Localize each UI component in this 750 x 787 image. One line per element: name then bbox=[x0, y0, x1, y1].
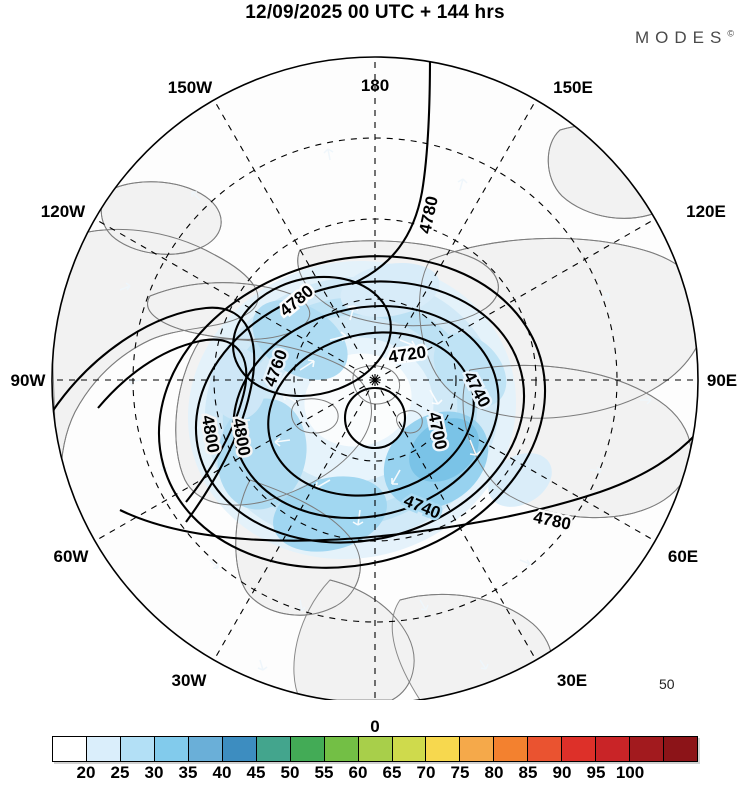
colorbar-cell bbox=[290, 737, 325, 761]
colorbar-cell bbox=[154, 737, 189, 761]
lon-label-180: 180 bbox=[360, 76, 390, 95]
colorbar-tick-label: 50 bbox=[280, 763, 300, 782]
lon-label-150e: 150E bbox=[553, 78, 593, 97]
colorbar-tick-label: 40 bbox=[212, 763, 232, 782]
colorbar-cell bbox=[222, 737, 257, 761]
colorbar-tick-label: 55 bbox=[314, 763, 334, 782]
height-contours bbox=[52, 57, 698, 569]
colorbar-tick-label: 75 bbox=[450, 763, 470, 782]
lon-label-90w: 90W bbox=[10, 371, 46, 390]
colorbar: 20 25 30 35 40 45 50 55 60 65 70 75 80 85 90 95 100 bbox=[52, 736, 698, 782]
polar-map-svg: 4780 4780 4760 4720 4740 4700 4800 4800 … bbox=[51, 56, 699, 700]
colorbar-tick-label: 80 bbox=[484, 763, 504, 782]
colorbar-tick-label: 20 bbox=[76, 763, 96, 782]
map-content: 4780 4780 4760 4720 4740 4700 4800 4800 … bbox=[52, 57, 698, 700]
lon-label-60w: 60W bbox=[53, 547, 89, 566]
globe-outline bbox=[51, 56, 699, 700]
colorbar-cell bbox=[324, 737, 359, 761]
coastlines bbox=[59, 124, 698, 700]
lon-label-90e: 90E bbox=[706, 371, 738, 390]
colorbar-cells bbox=[52, 736, 698, 762]
colorbar-cell bbox=[120, 737, 155, 761]
colorbar-cell bbox=[256, 737, 291, 761]
colorbar-cell bbox=[664, 737, 698, 761]
colorbar-tick-label: 35 bbox=[178, 763, 198, 782]
colorbar-tick-label: 90 bbox=[552, 763, 572, 782]
modes-logo: MODES© bbox=[635, 28, 734, 48]
wind-scale-label: 50 bbox=[659, 676, 675, 692]
colorbar-cell bbox=[53, 737, 87, 761]
modes-logo-text: MODES bbox=[635, 28, 728, 47]
colorbar-cell bbox=[528, 737, 563, 761]
lon-label-120e: 120E bbox=[686, 202, 726, 221]
colorbar-cell bbox=[630, 737, 665, 761]
colorbar-cell bbox=[188, 737, 223, 761]
colorbar-tick-label: 85 bbox=[518, 763, 538, 782]
colorbar-cell bbox=[494, 737, 529, 761]
page-title: 12/09/2025 00 UTC + 144 hrs bbox=[245, 2, 505, 23]
colorbar-cell bbox=[562, 737, 597, 761]
lon-label-60e: 60E bbox=[667, 547, 699, 566]
colorbar-cell bbox=[358, 737, 393, 761]
colorbar-tick-label: 60 bbox=[348, 763, 368, 782]
colorbar-ticks: 20 25 30 35 40 45 50 55 60 65 70 75 80 85 90 95 100 bbox=[52, 763, 698, 787]
colorbar-cell bbox=[426, 737, 461, 761]
colorbar-cell bbox=[86, 737, 121, 761]
colorbar-tick-label: 100 bbox=[615, 763, 645, 782]
lon-label-0: 0 bbox=[370, 717, 380, 736]
colorbar-tick-label: 25 bbox=[110, 763, 130, 782]
map-canvas: 4780 4780 4760 4720 4740 4700 4800 4800 … bbox=[0, 40, 750, 736]
lon-label-30w: 30W bbox=[171, 671, 207, 690]
colorbar-cell bbox=[596, 737, 631, 761]
lon-label-150w: 150W bbox=[167, 78, 213, 97]
lon-label-30e: 30E bbox=[556, 671, 588, 690]
copyright-icon: © bbox=[727, 28, 734, 39]
colorbar-tick-label: 65 bbox=[382, 763, 402, 782]
lon-label-120w: 120W bbox=[40, 202, 86, 221]
colorbar-cell bbox=[460, 737, 495, 761]
colorbar-tick-label: 70 bbox=[416, 763, 436, 782]
colorbar-tick-label: 30 bbox=[144, 763, 164, 782]
colorbar-cell bbox=[392, 737, 427, 761]
colorbar-tick-label: 95 bbox=[586, 763, 606, 782]
colorbar-tick-label: 45 bbox=[246, 763, 266, 782]
